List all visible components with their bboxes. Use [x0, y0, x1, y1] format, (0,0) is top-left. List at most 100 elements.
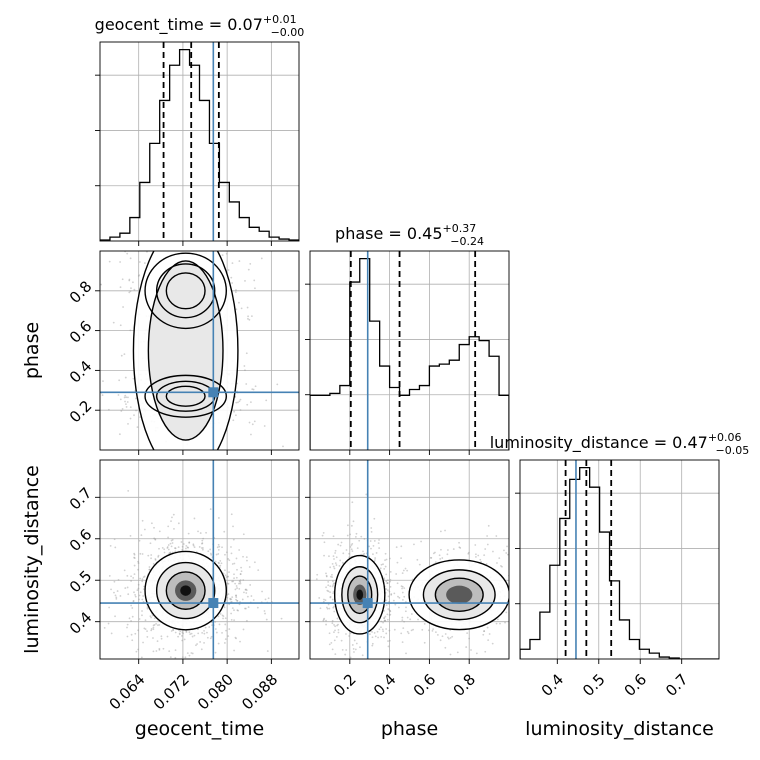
- panel-geocent_time-vs-phase-point: [213, 245, 215, 247]
- panel-geocent_time-vs-luminosity_distance-point: [245, 588, 247, 591]
- panel-phase-vs-luminosity_distance-point: [308, 619, 310, 621]
- panel-geocent_time-vs-luminosity_distance-point: [221, 631, 223, 634]
- panel-phase-vs-luminosity_distance-point: [329, 575, 332, 578]
- panel-geocent_time-vs-luminosity_distance-point: [133, 552, 136, 555]
- panel-geocent_time-vs-luminosity_distance-point: [232, 580, 235, 583]
- panel-geocent_time-vs-luminosity_distance-point: [130, 575, 132, 578]
- panel-geocent_time-vs-luminosity_distance-point: [227, 635, 230, 638]
- panel-geocent_time-vs-luminosity_distance-point: [246, 559, 248, 562]
- panel-geocent_time-vs-luminosity_distance-point: [233, 562, 236, 565]
- panel-phase-vs-luminosity_distance-point: [396, 582, 399, 585]
- panel-geocent_time-vs-luminosity_distance-point: [154, 558, 157, 560]
- panel-geocent_time-vs-luminosity_distance-point: [203, 629, 205, 632]
- panel-geocent_time-vs-luminosity_distance-point: [152, 637, 154, 639]
- panel-geocent_time-vs-luminosity_distance-point: [188, 631, 191, 634]
- panel-geocent_time-vs-luminosity_distance-point: [231, 580, 234, 583]
- panel-geocent_time-vs-luminosity_distance-point: [141, 614, 143, 617]
- panel-phase-vs-luminosity_distance-point: [325, 572, 327, 575]
- panel-phase-vs-luminosity_distance-point: [550, 669, 552, 671]
- panel-phase-vs-luminosity_distance-point: [496, 562, 498, 564]
- panel-phase-vs-luminosity_distance-point: [447, 549, 449, 551]
- panel-phase-vs-luminosity_distance-point: [335, 636, 338, 638]
- panel-phase-vs-luminosity_distance-point: [444, 633, 447, 635]
- panel-phase-vs-luminosity_distance-point: [331, 619, 334, 622]
- panel-phase-vs-luminosity_distance-point: [521, 579, 523, 581]
- panel-geocent_time-vs-phase-point: [133, 163, 135, 165]
- panel-phase-vs-luminosity_distance-point: [385, 604, 388, 607]
- panel-geocent_time-vs-luminosity_distance-point: [264, 612, 266, 615]
- panel-phase-vs-luminosity_distance-point: [345, 549, 348, 551]
- panel-geocent_time-vs-luminosity_distance-point: [210, 553, 213, 556]
- panel-geocent_time-vs-luminosity_distance-point: [163, 548, 166, 551]
- panel-phase-vs-luminosity_distance-point: [386, 613, 389, 616]
- panel-geocent_time-vs-luminosity_distance-point: [116, 590, 119, 592]
- panel-phase-vs-luminosity_distance-point: [487, 524, 490, 527]
- panel-phase-vs-luminosity_distance-point: [395, 546, 398, 549]
- panel-phase-vs-luminosity_distance-point: [456, 651, 459, 654]
- panel-geocent_time-vs-luminosity_distance-point: [200, 648, 203, 651]
- panel-geocent_time-vs-luminosity_distance-point: [136, 589, 139, 592]
- panel-geocent_time-vs-luminosity_distance-point: [247, 606, 250, 609]
- panel-geocent_time-vs-phase-point: [125, 406, 128, 408]
- panel-geocent_time-vs-luminosity_distance-point: [141, 598, 144, 601]
- panel-geocent_time-vs-phase-point: [239, 409, 242, 411]
- panel-geocent_time-vs-luminosity_distance-point: [193, 546, 196, 549]
- panel-phase-vs-luminosity_distance-point: [479, 558, 482, 561]
- panel-geocent_time-vs-phase-point: [247, 317, 249, 320]
- panel-geocent_time-vs-luminosity_distance-point: [144, 619, 147, 622]
- panel-phase-vs-luminosity_distance-point: [384, 552, 387, 555]
- panel-geocent_time-vs-luminosity_distance-point: [235, 594, 237, 597]
- panel-phase-vs-luminosity_distance-point: [329, 595, 332, 598]
- panel-geocent_time-vs-luminosity_distance-point: [253, 561, 256, 564]
- panel-geocent_time-vs-luminosity_distance-point: [233, 649, 235, 652]
- panel-geocent_time-vs-luminosity_distance-point: [210, 635, 213, 638]
- panel-geocent_time-vs-luminosity_distance-contour: [155, 561, 216, 620]
- panel-geocent_time-vs-luminosity_distance-point: [223, 606, 226, 609]
- panel-geocent_time-vs-luminosity_distance-point: [224, 617, 227, 620]
- panel-geocent_time-vs-luminosity_distance-point: [223, 530, 226, 533]
- panel-geocent_time-vs-phase-point: [201, 242, 203, 244]
- panel-phase-vs-luminosity_distance-point: [401, 572, 404, 575]
- panel-geocent_time-vs-luminosity_distance-point: [246, 595, 249, 598]
- diag-geocent_time-title-plus: +0.01: [263, 13, 297, 26]
- panel-phase-vs-luminosity_distance-point: [329, 566, 332, 569]
- panel-geocent_time-vs-luminosity_distance-point: [126, 626, 128, 629]
- panel-geocent_time-vs-luminosity_distance-point: [230, 552, 233, 555]
- panel-phase-vs-luminosity_distance-point: [362, 550, 364, 553]
- diag-luminosity_distance-title-minus: −0.05: [716, 444, 750, 457]
- panel-phase-vs-luminosity_distance-point: [516, 605, 518, 607]
- panel-phase-vs-luminosity_distance-point: [498, 557, 501, 560]
- panel-geocent_time-vs-luminosity_distance-point: [185, 630, 188, 632]
- panel-geocent_time-vs-luminosity_distance-point: [152, 562, 155, 565]
- diag-luminosity_distance-title-plus: +0.06: [708, 431, 742, 444]
- panel-geocent_time-vs-luminosity_distance-point: [209, 548, 212, 551]
- panel-geocent_time-vs-luminosity_distance-point: [240, 566, 243, 569]
- panel-geocent_time-vs-luminosity_distance-point: [227, 582, 230, 585]
- panel-phase-vs-luminosity_distance-contour: [347, 575, 373, 615]
- ytick-label-luminosity_distance: 0.5: [66, 567, 96, 597]
- panel-geocent_time-vs-luminosity_distance-point: [234, 582, 237, 585]
- panel-geocent_time-vs-luminosity_distance-point: [238, 582, 240, 585]
- panel-geocent_time-vs-luminosity_distance-point: [236, 599, 239, 602]
- panel-geocent_time-vs-luminosity_distance-point: [141, 519, 144, 522]
- panel-geocent_time-vs-luminosity_distance-point: [179, 630, 182, 633]
- panel-phase-vs-luminosity_distance-point: [438, 554, 441, 557]
- panel-geocent_time-vs-luminosity_distance-point: [228, 571, 230, 574]
- panel-phase-vs-luminosity_distance-point: [383, 636, 385, 639]
- panel-phase-vs-luminosity_distance-point: [532, 608, 534, 610]
- panel-geocent_time-vs-luminosity_distance-point: [233, 577, 235, 580]
- panel-geocent_time-vs-luminosity_distance-point: [232, 538, 235, 541]
- panel-phase-vs-luminosity_distance-point: [346, 666, 348, 668]
- panel-geocent_time-vs-luminosity_distance-point: [219, 560, 222, 562]
- panel-phase-vs-luminosity_distance-point: [325, 619, 327, 622]
- panel-geocent_time-vs-luminosity_distance-point: [153, 623, 156, 626]
- panel-geocent_time-vs-luminosity_distance-point: [230, 612, 233, 615]
- panel-phase-vs-luminosity_distance-point: [392, 599, 395, 602]
- diag-luminosity_distance-histogram: [520, 467, 719, 659]
- panel-geocent_time-vs-luminosity_distance-point: [188, 541, 191, 544]
- panel-geocent_time-vs-luminosity_distance-point: [107, 622, 110, 625]
- panel-phase-vs-luminosity_distance-point: [385, 628, 388, 630]
- panel-phase-vs-luminosity_distance-point: [400, 545, 403, 548]
- panel-geocent_time-vs-phase-point: [132, 377, 135, 380]
- panel-phase-vs-luminosity_distance-point: [483, 630, 486, 632]
